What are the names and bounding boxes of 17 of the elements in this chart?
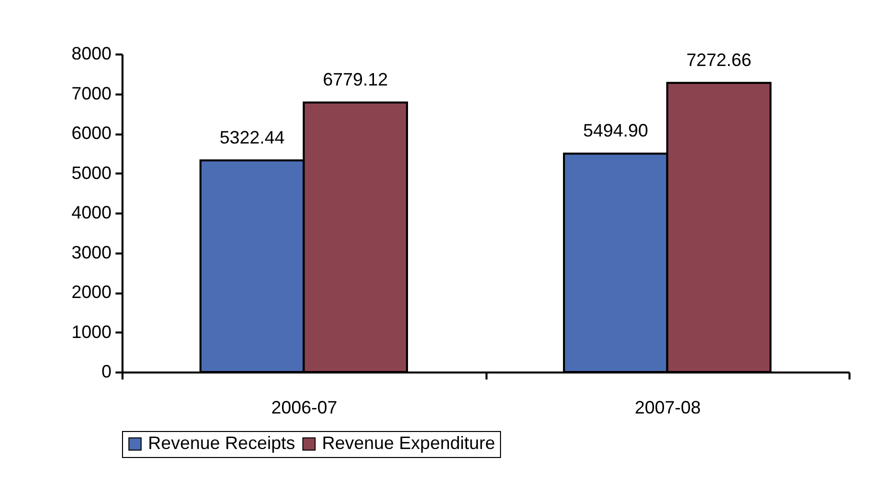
data-label: 6779.12: [322, 70, 388, 90]
y-tick-label: 0: [101, 362, 112, 382]
x-tick-label: 2007-08: [634, 398, 701, 418]
y-tick-label: 4000: [71, 202, 112, 222]
y-tick-label: 2000: [71, 282, 112, 302]
data-label: 7272.66: [686, 50, 752, 70]
y-tick-label: 5000: [71, 162, 112, 183]
y-tick-label: 7000: [71, 83, 112, 104]
x-tick-label: 2006-07: [271, 398, 338, 418]
legend-label: Revenue Receipts: [148, 433, 296, 453]
y-tick-label: 8000: [71, 44, 112, 64]
legend-label: Revenue Expenditure: [322, 433, 496, 453]
data-label: 5494.90: [583, 120, 648, 141]
data-label: 5322.44: [220, 127, 285, 148]
y-tick-label: 1000: [71, 322, 112, 342]
y-tick-label: 6000: [71, 123, 112, 143]
y-tick-label: 3000: [71, 242, 112, 262]
